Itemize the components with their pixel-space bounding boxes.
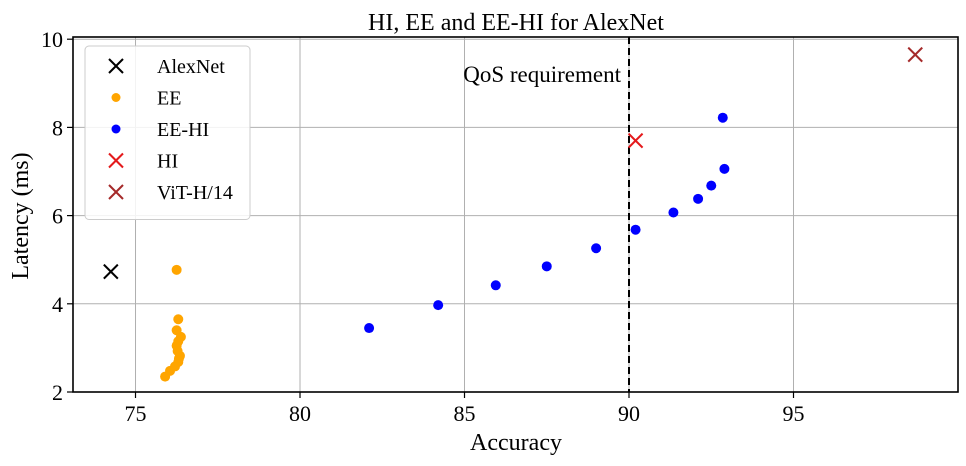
x-axis-ticks: 75 80 85 90 95 [125, 392, 805, 426]
legend-marker-ee-hi [111, 124, 121, 134]
legend-marker-alexnet [108, 58, 124, 74]
y-axis-label: Latency (ms) [8, 152, 34, 279]
y-tick-label: 6 [52, 204, 63, 229]
series-alexnet [103, 263, 119, 280]
legend-entry-hi: HI [108, 151, 178, 173]
x-tick-label: 90 [618, 401, 640, 426]
y-tick-label: 8 [52, 115, 63, 140]
series-vit-h-14 [907, 46, 923, 63]
y-tick-label: 10 [41, 27, 63, 52]
series-ee-hi [364, 112, 730, 334]
qos-requirement-label: QoS requirement [463, 62, 621, 87]
legend-entry-vit-h-14: ViT-H/14 [108, 182, 233, 204]
alexnet-point [103, 263, 119, 280]
ee-hi-point [364, 323, 375, 334]
data-points [103, 46, 923, 382]
series-hi [627, 132, 644, 149]
legend: AlexNet EE EE-HI HI ViT-H/14 [84, 45, 251, 220]
legend-label: HI [157, 151, 178, 173]
legend-marker-vit-h-14 [108, 184, 124, 200]
ee-hi-point [719, 163, 730, 174]
ee-point [171, 325, 182, 336]
x-tick-label: 80 [289, 401, 311, 426]
x-tick-label: 85 [454, 401, 476, 426]
x-axis-label: Accuracy [470, 430, 562, 456]
x-tick-label: 75 [125, 401, 147, 426]
series-ee [160, 264, 186, 382]
legend-label: ViT-H/14 [157, 182, 233, 204]
legend-entry-alexnet: AlexNet [108, 56, 225, 78]
ee-point [171, 264, 182, 275]
legend-label: AlexNet [157, 56, 225, 78]
legend-marker-ee [111, 93, 121, 102]
ee-hi-point [490, 280, 501, 291]
vit-h-14-point [907, 46, 923, 63]
ee-hi-point [717, 112, 728, 123]
ee-hi-point [668, 207, 679, 218]
ee-hi-point [630, 224, 641, 235]
y-axis-ticks: 2 4 6 8 10 [41, 27, 73, 405]
ee-hi-point [433, 300, 444, 311]
ee-hi-point [706, 180, 717, 191]
y-tick-label: 4 [52, 292, 63, 317]
legend-label: EE [157, 88, 181, 110]
legend-entry-ee-hi: EE-HI [111, 119, 209, 141]
legend-marker-hi [108, 152, 124, 169]
hi-point [627, 132, 644, 149]
ee-hi-point [591, 243, 602, 254]
y-tick-label: 2 [52, 380, 63, 405]
x-tick-label: 95 [783, 401, 805, 426]
chart-title: HI, EE and EE-HI for AlexNet [368, 10, 664, 36]
ee-hi-point [541, 261, 552, 272]
legend-box [84, 45, 251, 220]
legend-label: EE-HI [157, 119, 209, 141]
ee-hi-point [693, 193, 704, 204]
plot-frame [72, 36, 959, 393]
legend-entry-ee: EE [111, 88, 181, 110]
ee-point [173, 314, 184, 325]
